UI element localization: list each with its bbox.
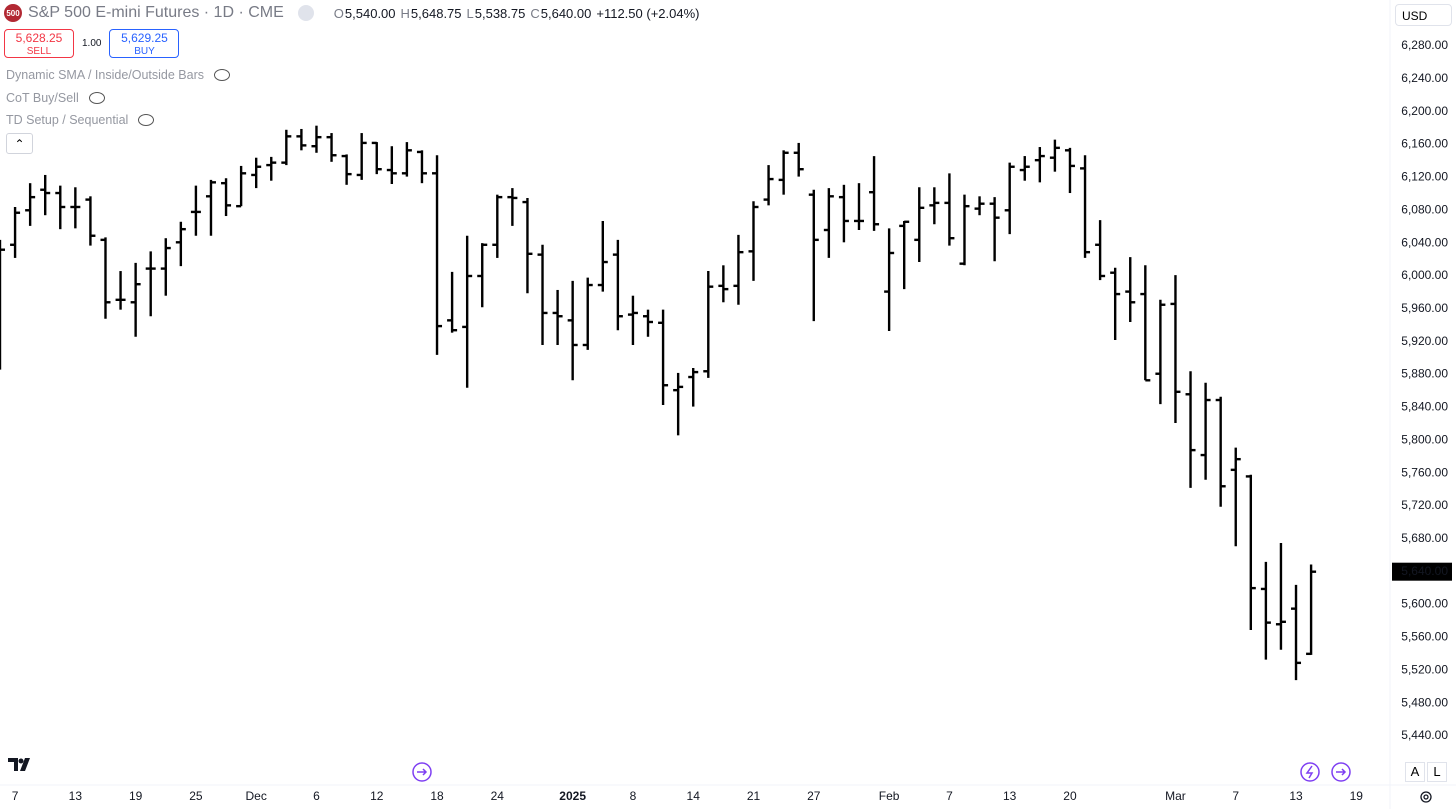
x-tick-label: 27: [807, 789, 821, 803]
price: 5,629.25: [121, 31, 168, 45]
y-tick-label: 6,000.00: [1401, 268, 1448, 282]
log-scale-button[interactable]: L: [1427, 762, 1447, 782]
value: 5,640.00: [540, 5, 592, 21]
y-tick-label: 6,160.00: [1401, 137, 1448, 151]
value: 5,538.75: [474, 5, 526, 21]
x-tick-label: 7: [1232, 789, 1239, 803]
change: +112.50 (+2.04%): [596, 5, 700, 21]
indicator-name: TD Setup / Sequential: [6, 113, 129, 127]
y-tick-label: 5,560.00: [1401, 630, 1448, 644]
y-tick-label: 5,600.00: [1401, 597, 1448, 611]
label: C: [530, 5, 540, 21]
quantity[interactable]: 1.00: [82, 38, 102, 49]
hide-icon[interactable]: [88, 92, 105, 104]
hide-icon[interactable]: [214, 69, 230, 81]
indicator-name: CoT Buy/Sell: [6, 91, 79, 105]
indicator[interactable]: Dynamic SMA / Inside/Outside Bars: [6, 68, 230, 82]
y-tick-label: 6,240.00: [1401, 71, 1448, 85]
indicator-name: Dynamic SMA / Inside/Outside Bars: [6, 68, 204, 82]
label: SELL: [26, 46, 52, 57]
x-tick-label: 13: [69, 789, 83, 803]
hide-icon[interactable]: [138, 114, 155, 126]
y-tick-label: 5,720.00: [1401, 498, 1448, 512]
y-tick-label: 5,880.00: [1401, 367, 1448, 381]
y-tick-label: 5,960.00: [1401, 301, 1448, 315]
x-tick-label: 7: [12, 789, 19, 803]
x-tick-label: 7: [946, 789, 953, 803]
y-tick-label: 5,480.00: [1401, 695, 1448, 709]
x-tick-label: Feb: [879, 789, 900, 803]
x-tick-label: 14: [687, 789, 701, 803]
buy-button[interactable]: 5,629.25 BUY: [109, 29, 180, 58]
label: H: [400, 5, 410, 21]
symbol-icon: 500: [4, 4, 22, 22]
indicator[interactable]: CoT Buy/Sell: [6, 91, 105, 105]
y-tick-label: 6,200.00: [1401, 104, 1448, 118]
indicator[interactable]: TD Setup / Sequential: [6, 113, 155, 127]
trade-panel: 5,628.25 SELL 1.00 5,629.25 BUY: [4, 29, 180, 58]
status-dot: [297, 5, 314, 21]
y-tick-label: 5,680.00: [1401, 531, 1448, 545]
x-tick-label: 2025: [559, 789, 586, 803]
last-price-box: [1392, 562, 1452, 581]
y-tick-label: 6,120.00: [1401, 170, 1448, 184]
x-tick-label: Mar: [1165, 789, 1186, 803]
x-tick-label: 13: [1289, 789, 1303, 803]
x-tick-label: 19: [1350, 789, 1364, 803]
settings-icon: [1420, 791, 1432, 803]
y-tick-label: 6,280.00: [1401, 38, 1448, 52]
x-tick-label: 21: [747, 789, 761, 803]
x-tick-label: Dec: [246, 789, 267, 803]
y-tick-label: 5,520.00: [1401, 662, 1448, 676]
y-tick-label: 6,040.00: [1401, 235, 1448, 249]
y-tick-label: 5,800.00: [1401, 432, 1448, 446]
x-tick-label: 25: [189, 789, 203, 803]
x-tick-label: 20: [1063, 789, 1077, 803]
x-tick-label: 8: [630, 789, 637, 803]
x-tick-label: 13: [1003, 789, 1017, 803]
y-tick-label: 5,440.00: [1401, 728, 1448, 742]
x-tick-label: 12: [370, 789, 384, 803]
sell-button[interactable]: 5,628.25 SELL: [4, 29, 74, 58]
currency-select[interactable]: USD: [1395, 4, 1452, 26]
value: 5,540.00: [344, 5, 396, 21]
symbol[interactable]: S&P 500 E-mini Futures · 1D · CME: [28, 4, 284, 21]
x-tick-label: 18: [430, 789, 444, 803]
y-tick-label: 5,760.00: [1401, 465, 1448, 479]
price: 5,628.25: [15, 31, 63, 45]
replay-icon: [412, 762, 432, 782]
x-tick-label: 24: [491, 789, 505, 803]
x-tick-label: 6: [313, 789, 320, 803]
replay-icon: [1331, 762, 1351, 782]
y-tick-label: 5,920.00: [1401, 334, 1448, 348]
x-tick-label: 19: [129, 789, 143, 803]
ohlc-legend: O 5,540.00 H 5,648.75 L 5,538.75 C 5,640.00 …: [334, 6, 700, 21]
label: BUY: [134, 46, 155, 57]
label: L: [466, 5, 474, 21]
collapse-button[interactable]: ⌃: [6, 133, 33, 154]
label: O: [333, 5, 344, 21]
auto-scale-button[interactable]: A: [1405, 762, 1425, 782]
y-tick-label: 6,080.00: [1401, 202, 1448, 216]
alert-icon: [1300, 762, 1320, 782]
tv-logo: [8, 758, 30, 771]
y-tick-label: 5,840.00: [1401, 400, 1448, 414]
last-price-label: 5,640.00: [1401, 564, 1448, 578]
value: 5,648.75: [410, 5, 462, 21]
